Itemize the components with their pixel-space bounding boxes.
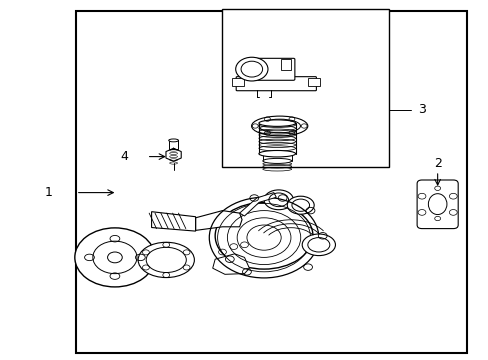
Ellipse shape xyxy=(259,150,295,157)
FancyBboxPatch shape xyxy=(236,77,316,91)
Polygon shape xyxy=(212,254,249,274)
Text: 3: 3 xyxy=(417,103,425,116)
Polygon shape xyxy=(239,193,276,216)
Bar xyxy=(222,9,388,167)
Ellipse shape xyxy=(215,202,312,269)
Ellipse shape xyxy=(138,242,194,278)
Circle shape xyxy=(235,57,267,81)
Polygon shape xyxy=(195,211,242,230)
Text: 4: 4 xyxy=(121,150,128,163)
Bar xyxy=(307,78,320,86)
Circle shape xyxy=(75,228,155,287)
Ellipse shape xyxy=(251,116,307,136)
Text: 2: 2 xyxy=(433,157,441,170)
Bar xyxy=(168,140,178,149)
Ellipse shape xyxy=(259,120,295,126)
FancyBboxPatch shape xyxy=(416,180,457,229)
Polygon shape xyxy=(165,148,181,161)
Bar xyxy=(232,78,244,86)
Polygon shape xyxy=(151,212,195,231)
Bar xyxy=(281,59,290,70)
Ellipse shape xyxy=(302,234,335,256)
Ellipse shape xyxy=(264,190,293,210)
Bar xyxy=(76,11,466,353)
FancyBboxPatch shape xyxy=(250,58,294,80)
Ellipse shape xyxy=(262,158,291,163)
Ellipse shape xyxy=(287,196,313,214)
Text: 1: 1 xyxy=(45,186,53,199)
Ellipse shape xyxy=(168,139,178,142)
